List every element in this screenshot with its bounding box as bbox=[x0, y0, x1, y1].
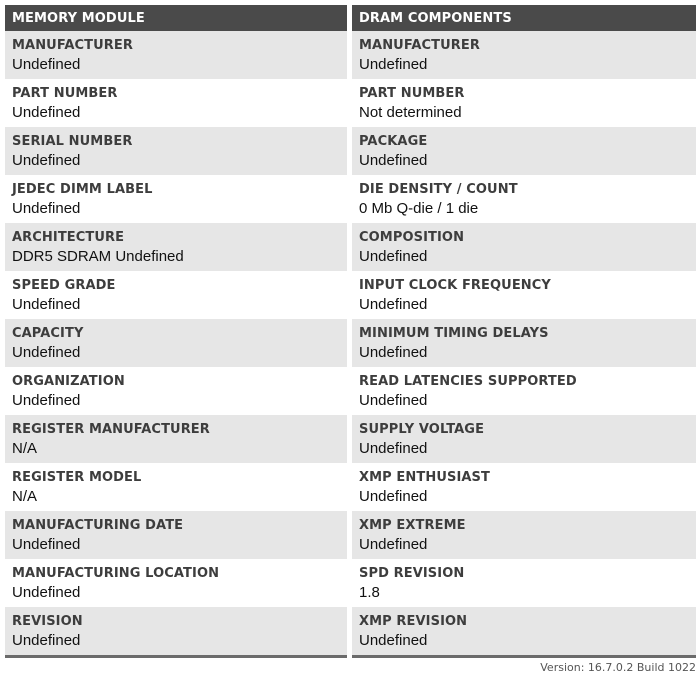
field-label: DIE DENSITY / COUNT bbox=[359, 182, 518, 197]
field-label: SUPPLY VOLTAGE bbox=[359, 422, 485, 437]
field-value: Undefined bbox=[359, 392, 428, 409]
field-label: MANUFACTURING LOCATION bbox=[12, 566, 220, 581]
field-value: Undefined bbox=[359, 440, 428, 457]
field-label: INPUT CLOCK FREQUENCY bbox=[359, 278, 551, 293]
field-value: Undefined bbox=[359, 248, 428, 265]
field-value: Undefined bbox=[12, 296, 81, 313]
field-value: Undefined bbox=[12, 536, 81, 553]
info-row: MINIMUM TIMING DELAYS Undefined bbox=[352, 319, 696, 367]
info-row: REGISTER MANUFACTURER N/A bbox=[5, 415, 347, 463]
field-label: CAPACITY bbox=[12, 326, 84, 341]
info-row: SPEED GRADE Undefined bbox=[5, 271, 347, 319]
field-value: Undefined bbox=[359, 536, 428, 553]
memory-module-header: MEMORY MODULE bbox=[5, 5, 347, 31]
field-label: XMP ENTHUSIAST bbox=[359, 470, 490, 485]
memory-module-panel: MEMORY MODULE MANUFACTURER Undefined PART … bbox=[5, 5, 347, 658]
info-row: CAPACITY Undefined bbox=[5, 319, 347, 367]
info-row: REGISTER MODEL N/A bbox=[5, 463, 347, 511]
field-label: SERIAL NUMBER bbox=[12, 134, 133, 149]
info-row: MANUFACTURING DATE Undefined bbox=[5, 511, 347, 559]
field-value: Undefined bbox=[359, 56, 428, 73]
info-row: MANUFACTURING LOCATION Undefined bbox=[5, 559, 347, 607]
info-row: SERIAL NUMBER Undefined bbox=[5, 127, 347, 175]
field-value: 0 Mb Q-die / 1 die bbox=[359, 200, 479, 217]
info-row: XMP EXTREME Undefined bbox=[352, 511, 696, 559]
field-label: PART NUMBER bbox=[359, 86, 465, 101]
field-label: REVISION bbox=[12, 614, 83, 629]
field-value: DDR5 SDRAM Undefined bbox=[12, 248, 184, 265]
field-value: 1.8 bbox=[359, 584, 380, 601]
field-label: READ LATENCIES SUPPORTED bbox=[359, 374, 577, 389]
field-value: Undefined bbox=[12, 632, 81, 649]
field-label: XMP REVISION bbox=[359, 614, 468, 629]
field-label: MINIMUM TIMING DELAYS bbox=[359, 326, 549, 341]
dram-components-header: DRAM COMPONENTS bbox=[352, 5, 696, 31]
info-row: SUPPLY VOLTAGE Undefined bbox=[352, 415, 696, 463]
version-label: Version: 16.7.0.2 Build 1022 bbox=[540, 661, 696, 674]
field-value: N/A bbox=[12, 488, 38, 505]
field-value: N/A bbox=[12, 440, 38, 457]
field-label: PACKAGE bbox=[359, 134, 428, 149]
info-row: PART NUMBER Undefined bbox=[5, 79, 347, 127]
info-row: MANUFACTURER Undefined bbox=[352, 31, 696, 79]
field-value: Undefined bbox=[359, 152, 428, 169]
info-row: REVISION Undefined bbox=[5, 607, 347, 655]
field-value: Undefined bbox=[12, 152, 81, 169]
info-row: XMP REVISION Undefined bbox=[352, 607, 696, 655]
field-value: Undefined bbox=[12, 56, 81, 73]
memory-module-rows: MANUFACTURER Undefined PART NUMBER Undefine… bbox=[5, 31, 347, 655]
field-label: ARCHITECTURE bbox=[12, 230, 125, 245]
field-label: REGISTER MANUFACTURER bbox=[12, 422, 210, 437]
field-label: JEDEC DIMM LABEL bbox=[12, 182, 153, 197]
info-row: ORGANIZATION Undefined bbox=[5, 367, 347, 415]
info-row: PART NUMBER Not determined bbox=[352, 79, 696, 127]
info-row: JEDEC DIMM LABEL Undefined bbox=[5, 175, 347, 223]
field-value: Undefined bbox=[12, 344, 81, 361]
field-value: Undefined bbox=[12, 584, 81, 601]
field-label: ORGANIZATION bbox=[12, 374, 125, 389]
field-label: MANUFACTURING DATE bbox=[12, 518, 184, 533]
field-label: REGISTER MODEL bbox=[12, 470, 142, 485]
field-label: PART NUMBER bbox=[12, 86, 118, 101]
info-row: READ LATENCIES SUPPORTED Undefined bbox=[352, 367, 696, 415]
info-row: SPD REVISION 1.8 bbox=[352, 559, 696, 607]
field-value: Undefined bbox=[12, 392, 81, 409]
field-value: Undefined bbox=[359, 344, 428, 361]
field-label: SPEED GRADE bbox=[12, 278, 116, 293]
info-row: INPUT CLOCK FREQUENCY Undefined bbox=[352, 271, 696, 319]
field-label: XMP EXTREME bbox=[359, 518, 466, 533]
info-row: COMPOSITION Undefined bbox=[352, 223, 696, 271]
info-row: XMP ENTHUSIAST Undefined bbox=[352, 463, 696, 511]
field-value: Undefined bbox=[359, 632, 428, 649]
field-label: SPD REVISION bbox=[359, 566, 465, 581]
field-label: MANUFACTURER bbox=[359, 38, 480, 53]
field-value: Undefined bbox=[359, 296, 428, 313]
field-value: Not determined bbox=[359, 104, 462, 121]
dram-components-rows: MANUFACTURER Undefined PART NUMBER Not dete… bbox=[352, 31, 696, 655]
dram-components-panel: DRAM COMPONENTS MANUFACTURER Undefined PAR… bbox=[352, 5, 696, 658]
field-value: Undefined bbox=[12, 200, 81, 217]
field-value: Undefined bbox=[12, 104, 81, 121]
field-label: COMPOSITION bbox=[359, 230, 465, 245]
info-row: ARCHITECTURE DDR5 SDRAM Undefined bbox=[5, 223, 347, 271]
info-row: DIE DENSITY / COUNT 0 Mb Q-die / 1 die bbox=[352, 175, 696, 223]
field-label: MANUFACTURER bbox=[12, 38, 133, 53]
info-row: MANUFACTURER Undefined bbox=[5, 31, 347, 79]
field-value: Undefined bbox=[359, 488, 428, 505]
info-row: PACKAGE Undefined bbox=[352, 127, 696, 175]
